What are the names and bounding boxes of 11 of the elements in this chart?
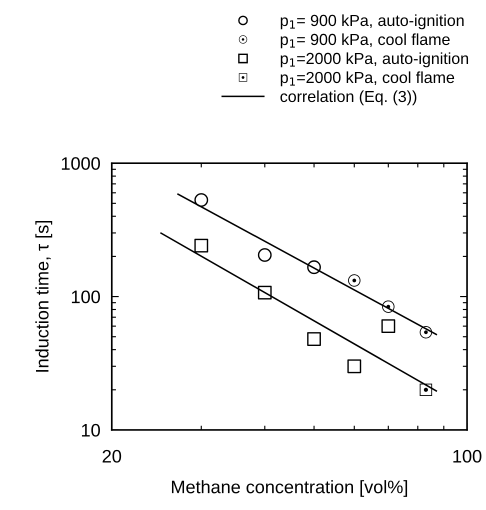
y-tick-label: 1000 bbox=[62, 157, 100, 170]
legend-label: p$_{1}$= 900 kPa, auto-ignition bbox=[280, 14, 464, 30]
y-axis-title: Induction time, τ [s] bbox=[35, 221, 52, 372]
legend-label: p$_{1}$=2000 kPa, cool flame bbox=[280, 71, 454, 86]
x-axis-title: Methane concentration [vol%] bbox=[172, 480, 408, 497]
legend-label: p$_{1}$=2000 kPa, auto-ignition bbox=[280, 52, 468, 68]
legend-label: correlation (Eq. (3)) bbox=[280, 90, 416, 106]
y-tick-label: 10 bbox=[82, 424, 100, 437]
y-tick-label: 100 bbox=[72, 290, 100, 304]
legend-label: p$_{1}$= 900 kPa, cool flame bbox=[280, 33, 450, 48]
x-tick-label: 20 bbox=[102, 450, 122, 463]
